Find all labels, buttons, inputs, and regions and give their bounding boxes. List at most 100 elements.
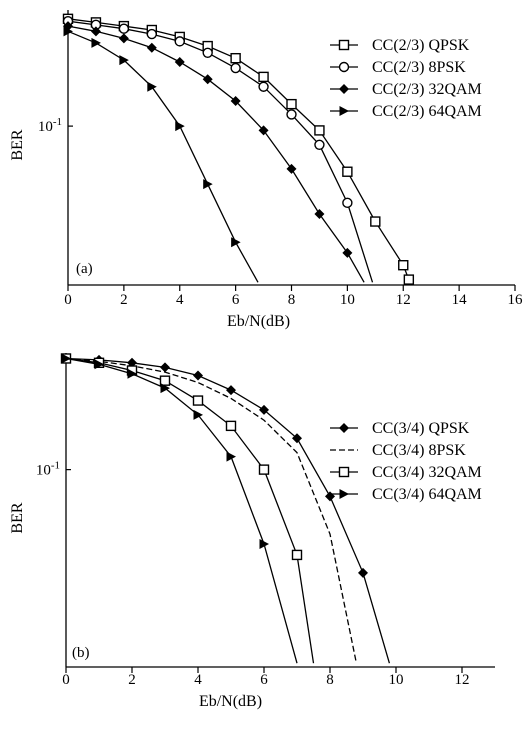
data-point [358,567,368,578]
legend-label: CC(2/3) 64QAM [372,103,482,120]
legend-marker [339,423,349,433]
x-tick-label: 4 [194,672,202,688]
series-line [67,20,374,283]
x-tick-label: 4 [176,292,184,308]
series-line [67,30,259,283]
legend-label: CC(3/4) 64QAM [372,486,482,503]
x-tick-label: 12 [396,292,411,308]
x-tick-label: 2 [120,292,128,308]
data-point [61,353,71,364]
data-point [230,52,241,64]
x-tick-label: 14 [452,292,468,308]
data-point [225,420,237,432]
data-point [286,109,297,120]
y-axis-label: BER [9,129,26,160]
data-point [258,81,269,92]
x-tick-label: 10 [340,292,355,308]
data-point [314,125,325,136]
data-point [258,125,269,136]
data-point [258,464,270,475]
data-point [175,121,185,132]
data-point [159,375,171,386]
legend-marker [339,489,349,499]
x-axis-label: Eb/N(dB) [227,313,290,330]
data-point [258,71,269,83]
legend-marker [338,61,350,73]
data-point [146,42,157,53]
data-point [118,33,129,44]
data-point [230,95,241,106]
x-tick-label: 6 [260,672,268,688]
x-axis-label: Eb/N(dB) [199,693,262,710]
legend-marker [339,84,349,94]
data-point [291,549,303,561]
legend-marker [339,106,349,116]
series-line [65,357,358,664]
legend-label: CC(2/3) 8PSK [372,59,466,76]
data-point [160,362,170,373]
data-point [192,395,204,406]
data-point [147,81,157,92]
data-point [146,28,158,40]
x-tick-label: 2 [128,672,136,688]
data-point [193,370,203,381]
y-tick-label: 10-1 [38,116,62,135]
legend-marker [338,39,350,51]
legend-label: CC(3/4) QPSK [372,420,470,437]
data-point [160,383,170,394]
panel-label: (b) [72,645,90,661]
data-point [403,274,415,285]
data-point [63,26,73,37]
data-point [230,62,241,74]
x-tick-label: 8 [326,672,334,688]
legend-marker [338,466,350,478]
x-tick-label: 0 [62,672,70,688]
data-point [203,179,213,190]
data-point [127,368,137,379]
data-point [174,56,185,67]
data-point [226,385,236,396]
data-point [314,139,325,150]
data-point [286,163,297,174]
data-point [118,23,130,34]
series-line [67,25,365,283]
panel-label: (a) [76,261,93,277]
series-line [65,357,391,664]
data-point [226,451,236,462]
series-line [65,357,315,664]
x-tick-label: 12 [455,672,470,688]
data-point [292,433,302,444]
data-point [90,26,101,37]
data-point [231,237,241,248]
chart-panel-a: 0 2 4 6 8 10 12 14 16 10-1 Eb/N(dB) BER (a) CC(2/3) Q… [9,10,523,330]
legend-label: CC(3/4) 32QAM [372,464,482,481]
data-point [314,209,325,220]
data-point [259,404,269,415]
data-point [370,216,381,227]
y-tick-label: 10-1 [36,460,60,479]
x-tick-label: 16 [508,292,524,308]
data-point [342,247,353,258]
data-point [259,538,269,549]
x-tick-label: 8 [288,292,296,308]
data-point [202,47,213,58]
data-point [91,37,101,48]
data-point [174,36,185,47]
data-point [398,260,409,271]
data-point [286,98,297,110]
chart-panel-b: 0 2 4 6 8 10 12 10-1 Eb/N(dB) BER (b) CC(3/4) QPSK C… [9,353,495,710]
data-point [342,197,353,209]
x-tick-label: 0 [64,292,72,308]
legend-label: CC(2/3) 32QAM [372,81,482,98]
data-point [119,55,129,66]
data-point [342,166,353,177]
legend-label: CC(2/3) QPSK [372,37,470,54]
legend-label: CC(3/4) 8PSK [372,442,466,459]
data-point [94,359,104,370]
data-point [193,409,203,420]
x-tick-label: 6 [232,292,240,308]
series-line [65,357,298,664]
x-tick-label: 10 [389,672,404,688]
data-point [202,74,213,85]
